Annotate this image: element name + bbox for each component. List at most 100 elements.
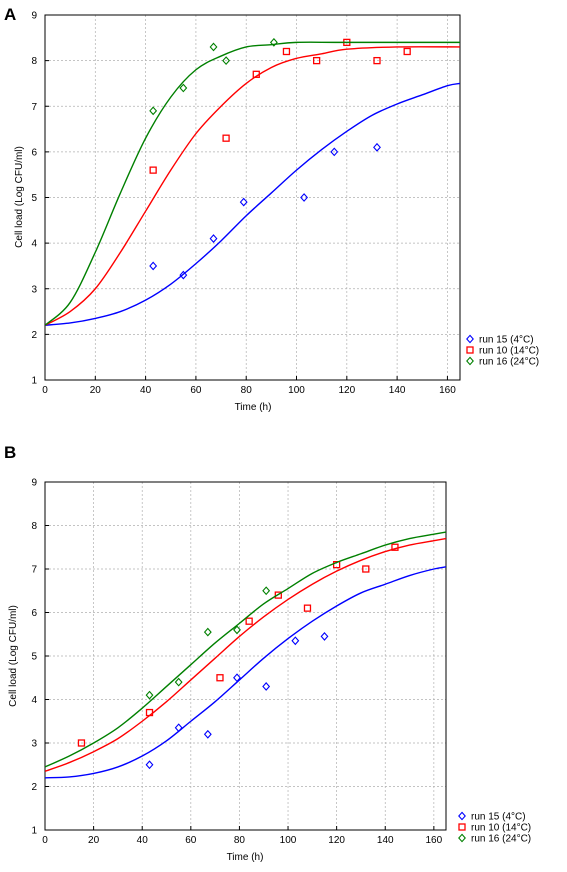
legend-marker [466,346,474,354]
chart-panel-b: B 0 20 40 60 80 100 120 140 160 1 2 3 4 5 6 7 8 9 Time (h) C… [4,443,531,863]
x-tick-label: 120 [328,835,345,846]
x-tick-label: 60 [185,835,197,846]
data-point [174,677,183,687]
x-tick-label: 100 [288,385,305,396]
y-tick-label: 4 [31,239,37,250]
fit-line [45,531,446,768]
y-axis-label: Cell load (Log CFU/ml) [8,605,19,707]
x-tick-label: 0 [42,385,48,396]
y-tick-label: 9 [31,478,37,489]
legend-marker [466,356,474,366]
x-axis-label: Time (h) [227,852,264,863]
data-point [245,617,253,625]
x-axis-label: Time (h) [235,402,272,413]
data-point [312,56,321,65]
data-point [300,193,308,202]
x-tick-label: 80 [241,385,253,396]
series-3 [45,37,460,326]
data-point [320,631,329,641]
series-2 [45,537,446,772]
data-point [391,543,399,551]
y-tick-label: 7 [31,102,37,113]
data-point [179,270,188,280]
x-tick-label: 100 [280,835,297,846]
data-point [291,636,300,646]
data-point [77,739,86,747]
data-point [145,760,154,770]
data-point [149,166,157,174]
y-tick-label: 6 [31,147,37,158]
data-point [174,723,183,733]
x-tick-label: 160 [439,385,456,396]
legend-label: run 15 (4°C) [471,812,526,823]
data-point [216,674,224,682]
x-tick-label: 140 [377,835,394,846]
fit-line [45,82,460,326]
fit-line [45,537,446,772]
series-3 [45,531,446,768]
y-tick-label: 3 [31,284,37,295]
data-point [262,586,271,596]
x-tick-label: 40 [140,385,152,396]
x-tick-label: 20 [88,835,100,846]
y-tick-label: 7 [31,565,37,576]
x-tick-label: 0 [42,835,48,846]
series-1 [45,566,446,779]
data-point [330,147,339,157]
legend-label: run 16 (24°C) [471,834,531,845]
x-tick-label: 80 [234,835,246,846]
legend-label: run 15 (4°C) [479,335,534,346]
fit-line [45,46,460,326]
legend-label: run 10 (14°C) [479,346,539,357]
data-point [274,591,282,599]
data-point [282,47,291,56]
legend-marker [458,823,466,831]
x-tick-label: 140 [389,385,406,396]
data-point [233,673,241,683]
fit-line [45,41,460,326]
data-point [269,37,278,47]
data-point [209,234,218,243]
y-tick-label: 2 [31,330,37,341]
legend-marker [458,811,466,821]
data-point [145,690,154,700]
data-point [239,197,248,207]
chart-panel-a: A 0 20 40 60 80 100 120 140 160 1 2 3 4 5 6 7 8 9 Time (h) C… [4,5,539,413]
legend-marker [466,334,474,344]
y-tick-label: 9 [31,11,37,22]
y-tick-label: 5 [31,193,37,204]
data-point [149,106,158,116]
legend: run 15 (4°C)run 10 (14°C)run 16 (24°C) [466,334,539,368]
y-tick-label: 1 [31,376,37,387]
data-point [203,627,212,637]
data-point [209,42,218,52]
panel-letter: A [4,5,16,24]
data-point [403,47,411,56]
y-tick-label: 3 [31,739,37,750]
legend-label: run 10 (14°C) [471,823,531,834]
y-tick-label: 8 [31,521,37,532]
legend-label: run 16 (24°C) [479,357,539,368]
x-tick-label: 120 [338,385,355,396]
data-point [222,134,230,142]
x-tick-label: 20 [90,385,102,396]
data-point [179,83,188,93]
data-point [373,56,381,65]
fit-line [45,566,446,779]
y-tick-label: 5 [31,652,37,663]
y-tick-label: 8 [31,56,37,67]
legend: run 15 (4°C)run 10 (14°C)run 16 (24°C) [458,811,531,845]
data-point [145,708,154,717]
data-point [233,625,241,635]
data-point [262,682,271,691]
y-tick-label: 2 [31,782,37,793]
x-tick-label: 160 [426,835,443,846]
y-tick-label: 6 [31,608,37,619]
series-1 [45,82,460,326]
y-tick-label: 1 [31,826,37,837]
data-point [332,561,341,569]
y-tick-label: 4 [31,695,37,706]
x-tick-label: 40 [137,835,149,846]
data-point [149,261,158,271]
